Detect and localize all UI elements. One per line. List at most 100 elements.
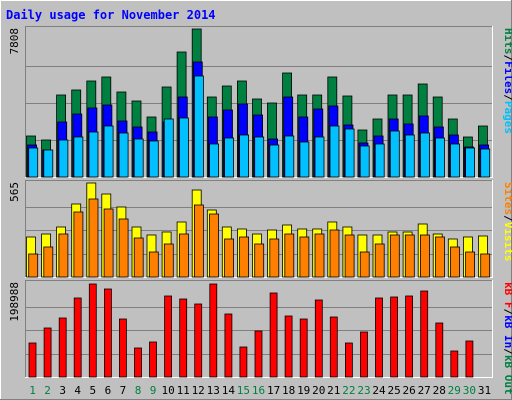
bar-pages-day-4 — [73, 136, 84, 178]
bar-kb-f-day-30 — [465, 340, 474, 378]
bar-pages-day-8 — [133, 138, 144, 178]
bar-sites-day-20 — [314, 233, 325, 278]
bar-sites-day-16 — [254, 243, 265, 278]
x-tick-label: 31 — [478, 384, 491, 397]
bar-pages-day-25 — [389, 130, 400, 178]
panel-middle: 565 Sites/Visits — [8, 180, 512, 278]
panel-middle-legend: Sites/Visits — [502, 182, 512, 262]
bar-sites-day-3 — [58, 233, 69, 278]
bar-kb-f-day-13 — [209, 283, 218, 378]
bar-pages-day-12 — [193, 75, 204, 178]
x-tick-label: 7 — [120, 384, 127, 397]
panel-bottom-legend-part: kB F — [502, 282, 512, 309]
bar-sites-day-10 — [163, 243, 174, 278]
bar-pages-day-21 — [329, 125, 340, 178]
panel-bottom-legend-part: / — [502, 309, 512, 316]
bar-kb-f-day-29 — [450, 350, 459, 378]
bar-sites-day-18 — [284, 233, 295, 278]
bar-kb-f-day-7 — [119, 318, 127, 378]
x-tick-label: 18 — [282, 384, 295, 397]
bar-sites-day-5 — [88, 198, 99, 278]
bar-kb-f-day-27 — [420, 290, 429, 378]
bar-kb-f-day-1 — [28, 342, 37, 378]
x-tick-label: 23 — [357, 384, 370, 397]
x-tick-label: 10 — [161, 384, 174, 397]
x-tick-label: 8 — [135, 384, 142, 397]
x-tick-label: 6 — [105, 384, 112, 397]
panel-bottom-legend: kB F/kB In/kB Out — [502, 282, 512, 395]
bar-kb-f-day-9 — [149, 341, 157, 378]
bar-kb-f-day-12 — [194, 303, 203, 378]
bar-sites-day-25 — [389, 234, 400, 278]
bar-sites-day-26 — [404, 234, 415, 278]
bar-kb-f-day-3 — [58, 317, 67, 378]
bar-kb-f-day-16 — [254, 330, 263, 378]
bar-sites-day-14 — [224, 238, 235, 278]
bar-kb-f-day-15 — [239, 346, 248, 378]
x-tick-label: 19 — [297, 384, 310, 397]
bar-kb-f-day-8 — [134, 347, 142, 378]
x-tick-label: 4 — [74, 384, 81, 397]
x-tick-label: 12 — [192, 384, 205, 397]
bar-sites-day-21 — [329, 229, 340, 278]
bar-sites-day-23 — [359, 251, 370, 278]
bar-sites-day-28 — [435, 236, 445, 278]
bar-pages-day-23 — [359, 145, 370, 178]
bar-sites-day-22 — [344, 234, 355, 278]
bar-pages-day-13 — [209, 143, 219, 178]
x-tick-label: 27 — [418, 384, 431, 397]
x-tick-label: 17 — [267, 384, 280, 397]
bar-pages-day-24 — [374, 143, 385, 178]
panel-middle-legend-part: / — [502, 215, 512, 222]
x-tick-label: 22 — [342, 384, 355, 397]
panel-middle-legend-part: Visits — [502, 222, 512, 262]
panel-bottom-scale-label: 198988 — [8, 282, 21, 322]
x-tick-label: 25 — [387, 384, 400, 397]
panel-top-legend-part: / — [502, 55, 512, 62]
x-tick-label: 29 — [448, 384, 461, 397]
bar-kb-f-day-11 — [179, 298, 188, 378]
panel-bottom-legend-part: kB Out — [502, 355, 512, 395]
bar-kb-f-day-23 — [360, 331, 368, 378]
bar-sites-day-12 — [193, 204, 204, 278]
bar-sites-day-30 — [465, 251, 476, 278]
x-tick-label: 15 — [237, 384, 250, 397]
bar-sites-day-8 — [133, 237, 144, 278]
bar-pages-day-30 — [465, 147, 476, 178]
x-axis-day-labels: 1 2 3 4 5 6 7 8 9 10 11 12 13 14 15 16 17 18 19 20 21 22 23 24 2… — [29, 384, 491, 397]
panel-top-legend-part: Files — [502, 61, 512, 94]
bar-pages-day-11 — [178, 117, 189, 178]
chart-panels: 7808Hits/Files/Pages565Sites/Visits19898… — [8, 26, 512, 395]
bar-kb-f-day-19 — [299, 318, 308, 378]
bar-kb-f-day-25 — [390, 296, 399, 378]
bar-sites-day-27 — [419, 234, 430, 278]
bar-kb-f-day-14 — [224, 313, 233, 378]
bar-pages-day-28 — [435, 137, 445, 178]
bar-pages-day-10 — [163, 118, 174, 178]
x-tick-label: 16 — [252, 384, 265, 397]
panel-top-legend-part: Pages — [502, 101, 512, 134]
bar-pages-day-18 — [284, 135, 295, 178]
bar-pages-day-2 — [43, 149, 54, 178]
bar-kb-f-day-20 — [314, 299, 323, 378]
bar-pages-day-29 — [450, 143, 460, 178]
bar-kb-f-day-10 — [164, 295, 173, 378]
bar-kb-f-day-26 — [405, 295, 414, 378]
panel-top-scale-label: 7808 — [8, 28, 21, 55]
x-tick-label: 20 — [312, 384, 325, 397]
bar-kb-f-day-4 — [73, 297, 82, 378]
bar-kb-f-day-2 — [43, 327, 52, 378]
bar-sites-day-7 — [118, 218, 129, 278]
bar-sites-day-13 — [209, 213, 219, 278]
bar-sites-day-9 — [148, 251, 159, 278]
bar-kb-f-day-22 — [344, 342, 353, 378]
panel-middle-legend-part: Sites — [502, 182, 512, 215]
x-tick-label: 28 — [433, 384, 446, 397]
bar-sites-day-17 — [269, 238, 280, 278]
panel-bottom-legend-part: kB In — [502, 315, 512, 348]
x-tick-label: 2 — [44, 384, 51, 397]
bar-kb-f-day-21 — [329, 316, 338, 378]
bar-pages-day-27 — [419, 132, 430, 178]
